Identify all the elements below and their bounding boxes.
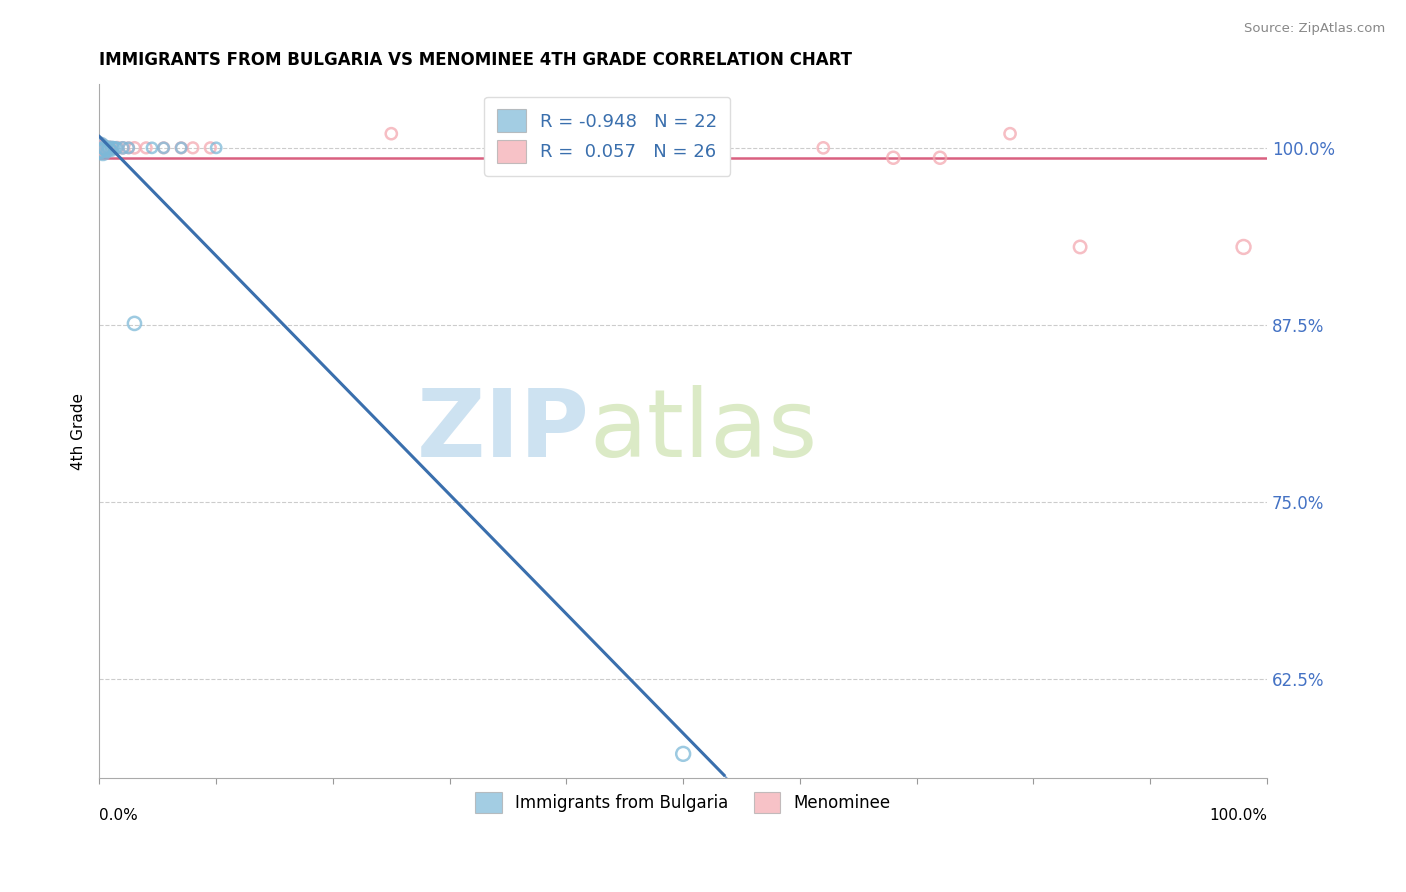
Point xyxy=(111,141,134,155)
Point xyxy=(97,144,120,158)
Point xyxy=(1232,240,1254,254)
Point xyxy=(170,141,193,155)
Text: Source: ZipAtlas.com: Source: ZipAtlas.com xyxy=(1244,22,1385,36)
Point xyxy=(672,747,695,761)
Point xyxy=(380,127,402,141)
Point xyxy=(205,141,228,155)
Y-axis label: 4th Grade: 4th Grade xyxy=(72,392,86,469)
Point xyxy=(813,141,835,155)
Point xyxy=(998,127,1021,141)
Point xyxy=(98,142,121,156)
Point xyxy=(101,141,124,155)
Point xyxy=(90,141,112,155)
Point xyxy=(94,141,117,155)
Point xyxy=(93,141,115,155)
Text: ZIP: ZIP xyxy=(418,385,589,477)
Point xyxy=(882,151,904,165)
Point xyxy=(1069,240,1091,254)
Point xyxy=(117,141,139,155)
Legend: Immigrants from Bulgaria, Menominee: Immigrants from Bulgaria, Menominee xyxy=(467,783,900,822)
Point xyxy=(96,144,118,158)
Point xyxy=(90,141,112,155)
Point xyxy=(141,141,163,155)
Point xyxy=(929,151,952,165)
Text: atlas: atlas xyxy=(589,385,818,477)
Point xyxy=(181,141,204,155)
Text: 100.0%: 100.0% xyxy=(1209,808,1267,823)
Point xyxy=(100,141,122,155)
Point xyxy=(91,141,114,155)
Point xyxy=(111,141,134,155)
Point xyxy=(105,141,128,155)
Point xyxy=(93,141,115,155)
Point xyxy=(104,141,127,155)
Point xyxy=(96,141,118,155)
Point xyxy=(124,317,146,331)
Point xyxy=(100,144,122,158)
Point xyxy=(91,145,114,160)
Point xyxy=(89,141,111,155)
Text: IMMIGRANTS FROM BULGARIA VS MENOMINEE 4TH GRADE CORRELATION CHART: IMMIGRANTS FROM BULGARIA VS MENOMINEE 4T… xyxy=(100,51,852,69)
Point xyxy=(135,141,157,155)
Point xyxy=(152,141,174,155)
Point xyxy=(170,141,193,155)
Point xyxy=(97,141,120,155)
Point xyxy=(90,144,112,158)
Point xyxy=(89,141,111,155)
Point xyxy=(200,141,222,155)
Point xyxy=(152,141,174,155)
Point xyxy=(117,141,139,155)
Point xyxy=(97,141,120,155)
Point xyxy=(105,141,128,155)
Text: 0.0%: 0.0% xyxy=(100,808,138,823)
Point xyxy=(90,141,112,155)
Point xyxy=(97,141,120,155)
Point xyxy=(124,141,146,155)
Point xyxy=(94,142,117,156)
